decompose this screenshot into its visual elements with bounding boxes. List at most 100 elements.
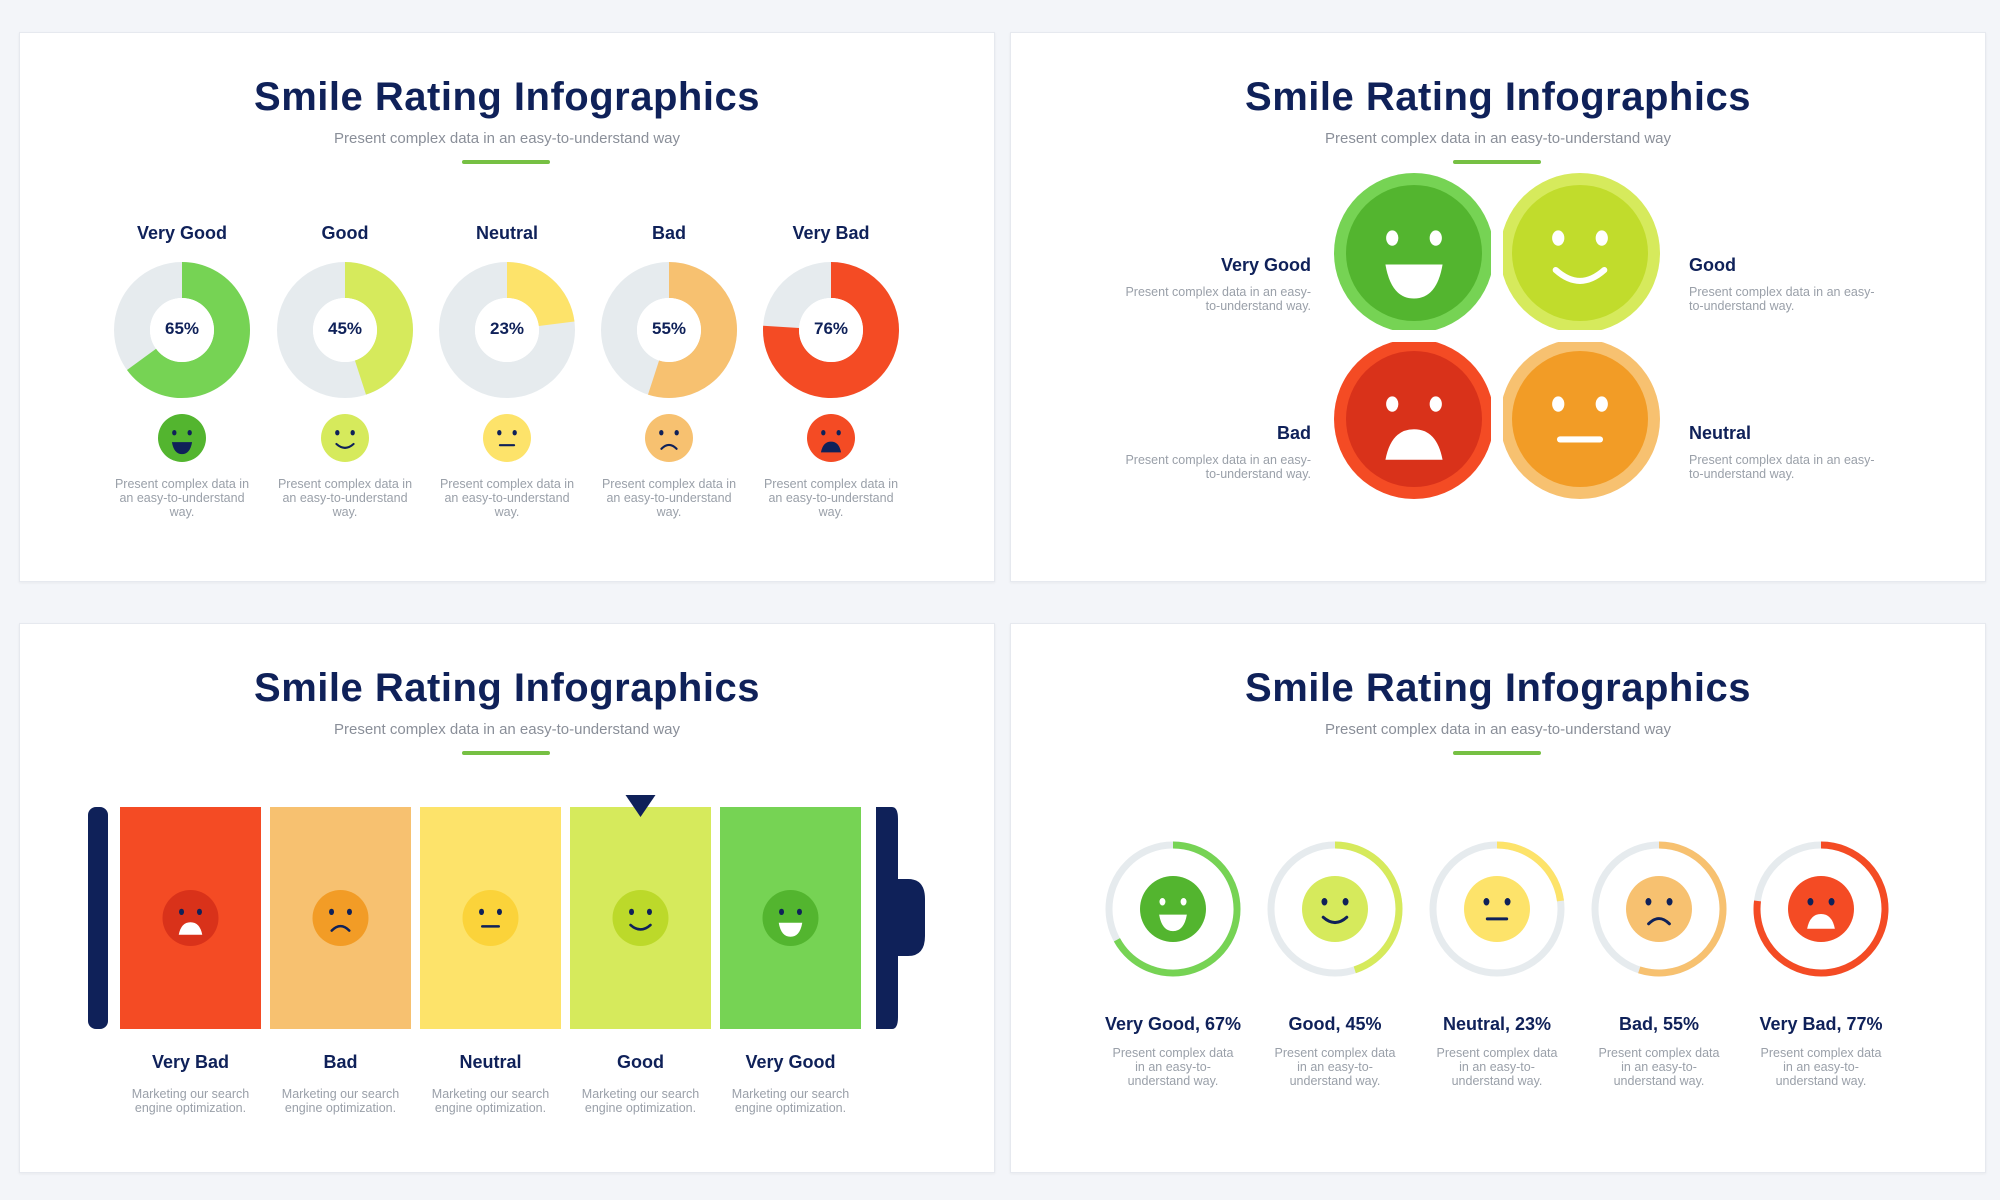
bad-face-icon [645, 414, 693, 462]
segment-label: Very Bad [151, 1052, 230, 1072]
ring-value-arc [1334, 841, 1403, 974]
slide-title: Smile Rating Infographics [254, 666, 760, 710]
good-face-icon [1512, 185, 1648, 321]
very-bad-face-icon [1788, 876, 1854, 942]
ring-chart [1753, 841, 1889, 977]
battery-right-cap [876, 807, 925, 1029]
neutral-face-icon [483, 414, 531, 462]
rating-label: Neutral, 23% [1442, 1014, 1552, 1034]
slide-donut-ratings: Smile Rating Infographics Present comple… [19, 32, 995, 582]
bad-face-icon [312, 890, 369, 946]
title-underline [462, 160, 550, 164]
segment-description: Marketing our search engine optimization… [431, 1087, 550, 1115]
segment-label: Bad [323, 1052, 358, 1072]
donut-value-arc [127, 262, 250, 398]
slide-title: Smile Rating Infographics [1245, 666, 1751, 710]
good-face-icon [321, 414, 369, 462]
quadrant-label: Bad [1276, 423, 1311, 443]
ring-value-arc [1753, 841, 1889, 977]
good-face-icon [1302, 876, 1368, 942]
bad-face-icon [1626, 876, 1692, 942]
ring-chart [1267, 841, 1403, 977]
title-underline [462, 751, 550, 755]
rating-description: Present complex data in an easy-to-under… [1436, 1046, 1558, 1088]
very-good-face-icon [762, 890, 819, 946]
ring-value-arc [1113, 841, 1241, 977]
neutral-face-icon [1464, 876, 1530, 942]
slide-subtitle: Present complex data in an easy-to-under… [333, 721, 681, 738]
donut-value-arc [344, 262, 413, 395]
quadrant-label: Neutral [1689, 423, 1752, 443]
neutral-face-icon [1512, 351, 1648, 487]
donut-value-arc [648, 262, 737, 398]
very-good-face-icon [158, 414, 206, 462]
percent-value: 76% [813, 319, 849, 338]
segment-description: Marketing our search engine optimization… [731, 1087, 850, 1115]
slide-quadrant-ratings: Smile Rating Infographics Present comple… [1010, 32, 1986, 582]
slide-battery-scale: Smile Rating Infographics Present comple… [19, 623, 995, 1173]
ring-chart [1429, 841, 1565, 977]
rating-label: Neutral [475, 223, 538, 243]
donut-hole [637, 298, 701, 362]
donut-chart [277, 262, 413, 398]
very-bad-face-icon [807, 414, 855, 462]
slide-ring-ratings: Smile Rating Infographics Present comple… [1010, 623, 1986, 1173]
rating-description: Present complex data in an easy-to-under… [1274, 1046, 1396, 1088]
rating-label: Very Good [136, 223, 228, 243]
rating-description: Present complex data in an easy-to-under… [114, 477, 250, 519]
donut-chart [601, 262, 737, 398]
good-face-icon [612, 890, 669, 946]
quadrant-faces-graphic [1333, 173, 1663, 499]
quadrant-description: Present complex data in an easy-to-under… [1125, 453, 1311, 481]
slide-subtitle: Present complex data in an easy-to-under… [1324, 130, 1672, 147]
ring-value-arc [1638, 841, 1727, 977]
slide-title: Smile Rating Infographics [1245, 75, 1751, 119]
ring-value-arc [1496, 841, 1564, 902]
donut-chart [439, 262, 575, 398]
donut-chart [763, 262, 899, 398]
slide-title: Smile Rating Infographics [254, 75, 760, 119]
donut-value-arc [506, 262, 575, 327]
rating-description: Present complex data in an easy-to-under… [439, 477, 575, 519]
title-underline [1453, 751, 1541, 755]
percent-value: 45% [327, 319, 363, 338]
segment-description: Marketing our search engine optimization… [281, 1087, 400, 1115]
rating-label: Very Bad, 77% [1759, 1014, 1883, 1034]
selection-marker [625, 795, 656, 817]
quadrant-description: Present complex data in an easy-to-under… [1689, 285, 1875, 313]
very-bad-face-icon [162, 890, 219, 946]
rating-description: Present complex data in an easy-to-under… [601, 477, 737, 519]
battery-left-cap [88, 807, 108, 1029]
rating-description: Present complex data in an easy-to-under… [763, 477, 899, 519]
quadrant-description: Present complex data in an easy-to-under… [1125, 285, 1311, 313]
rating-label: Good, 45% [1288, 1014, 1382, 1034]
quadrant-description: Present complex data in an easy-to-under… [1689, 453, 1875, 481]
segment-label: Good [617, 1052, 664, 1072]
donut-hole [313, 298, 377, 362]
ring-chart [1105, 841, 1241, 977]
segment-description: Marketing our search engine optimization… [581, 1087, 700, 1115]
percent-value: 65% [164, 319, 200, 338]
rating-description: Present complex data in an easy-to-under… [1112, 1046, 1234, 1088]
neutral-face-icon [462, 890, 519, 946]
segment-description: Marketing our search engine optimization… [131, 1087, 250, 1115]
quadrant-label: Very Good [1220, 255, 1311, 275]
very-bad-face-icon [1346, 351, 1482, 487]
donut-hole [799, 298, 863, 362]
rating-label: Bad, 55% [1618, 1014, 1700, 1034]
rating-label: Good [321, 223, 369, 243]
donut-hole [150, 298, 214, 362]
donut-value-arc [763, 262, 899, 398]
percent-value: 55% [651, 319, 687, 338]
rating-label: Very Good, 67% [1104, 1014, 1242, 1034]
segment-label: Neutral [459, 1052, 522, 1072]
segment-label: Very Good [745, 1052, 836, 1072]
very-good-face-icon [1140, 876, 1206, 942]
very-good-face-icon [1346, 185, 1482, 321]
rating-label: Very Bad [792, 223, 870, 243]
donut-hole [475, 298, 539, 362]
percent-value: 23% [489, 319, 525, 338]
donut-chart [114, 262, 250, 398]
rating-label: Bad [651, 223, 686, 243]
ring-chart [1591, 841, 1727, 977]
